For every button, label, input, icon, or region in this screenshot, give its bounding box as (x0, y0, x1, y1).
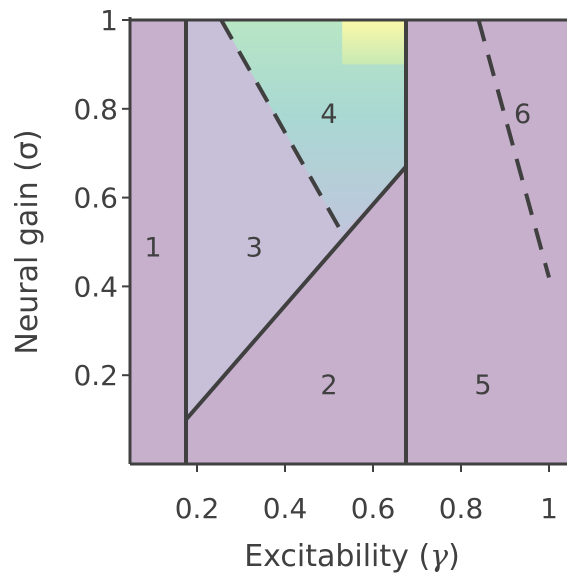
region-label-2: 2 (320, 370, 337, 401)
x-axis-label-symbol: γ (430, 539, 448, 573)
y-tick-label: 1 (100, 4, 118, 37)
axes: 0.2 0.4 0.6 0.8 1 0.2 0.4 0.6 0.8 1 (73, 4, 567, 525)
region-label-5: 5 (474, 370, 491, 401)
x-axis-label-text: Excitability ( (244, 539, 430, 573)
region-label-4: 4 (320, 99, 337, 130)
region-label-6: 6 (514, 99, 531, 130)
x-tick-label: 0.6 (351, 492, 396, 525)
x-tick-label: 0.4 (263, 492, 308, 525)
high-value-cells (342, 20, 406, 65)
x-tick-label: 0.8 (439, 492, 484, 525)
region-label-3: 3 (246, 232, 263, 263)
boundary-dashed-right (476, 20, 551, 279)
y-tick-label: 0.4 (73, 270, 118, 303)
x-axis-label: Excitability (γ) (244, 539, 460, 573)
y-tick-label: 0.8 (73, 93, 118, 126)
region-label-1: 1 (144, 232, 161, 263)
y-tick-label: 0.6 (73, 182, 118, 215)
region-labels: 1 2 3 4 5 6 (144, 99, 531, 401)
plot-area (130, 20, 567, 464)
y-axis-label: Neural gain (σ) (10, 129, 45, 354)
x-tick-label: 0.2 (175, 492, 220, 525)
region-4-fill (221, 20, 406, 234)
boundary-dashed-left (219, 20, 344, 235)
region-3-fill (186, 20, 406, 420)
x-axis-label-close: ) (448, 539, 460, 573)
boundary-diagonal (184, 165, 408, 421)
x-tick-label: 1 (540, 492, 558, 525)
y-tick-label: 0.2 (73, 359, 118, 392)
